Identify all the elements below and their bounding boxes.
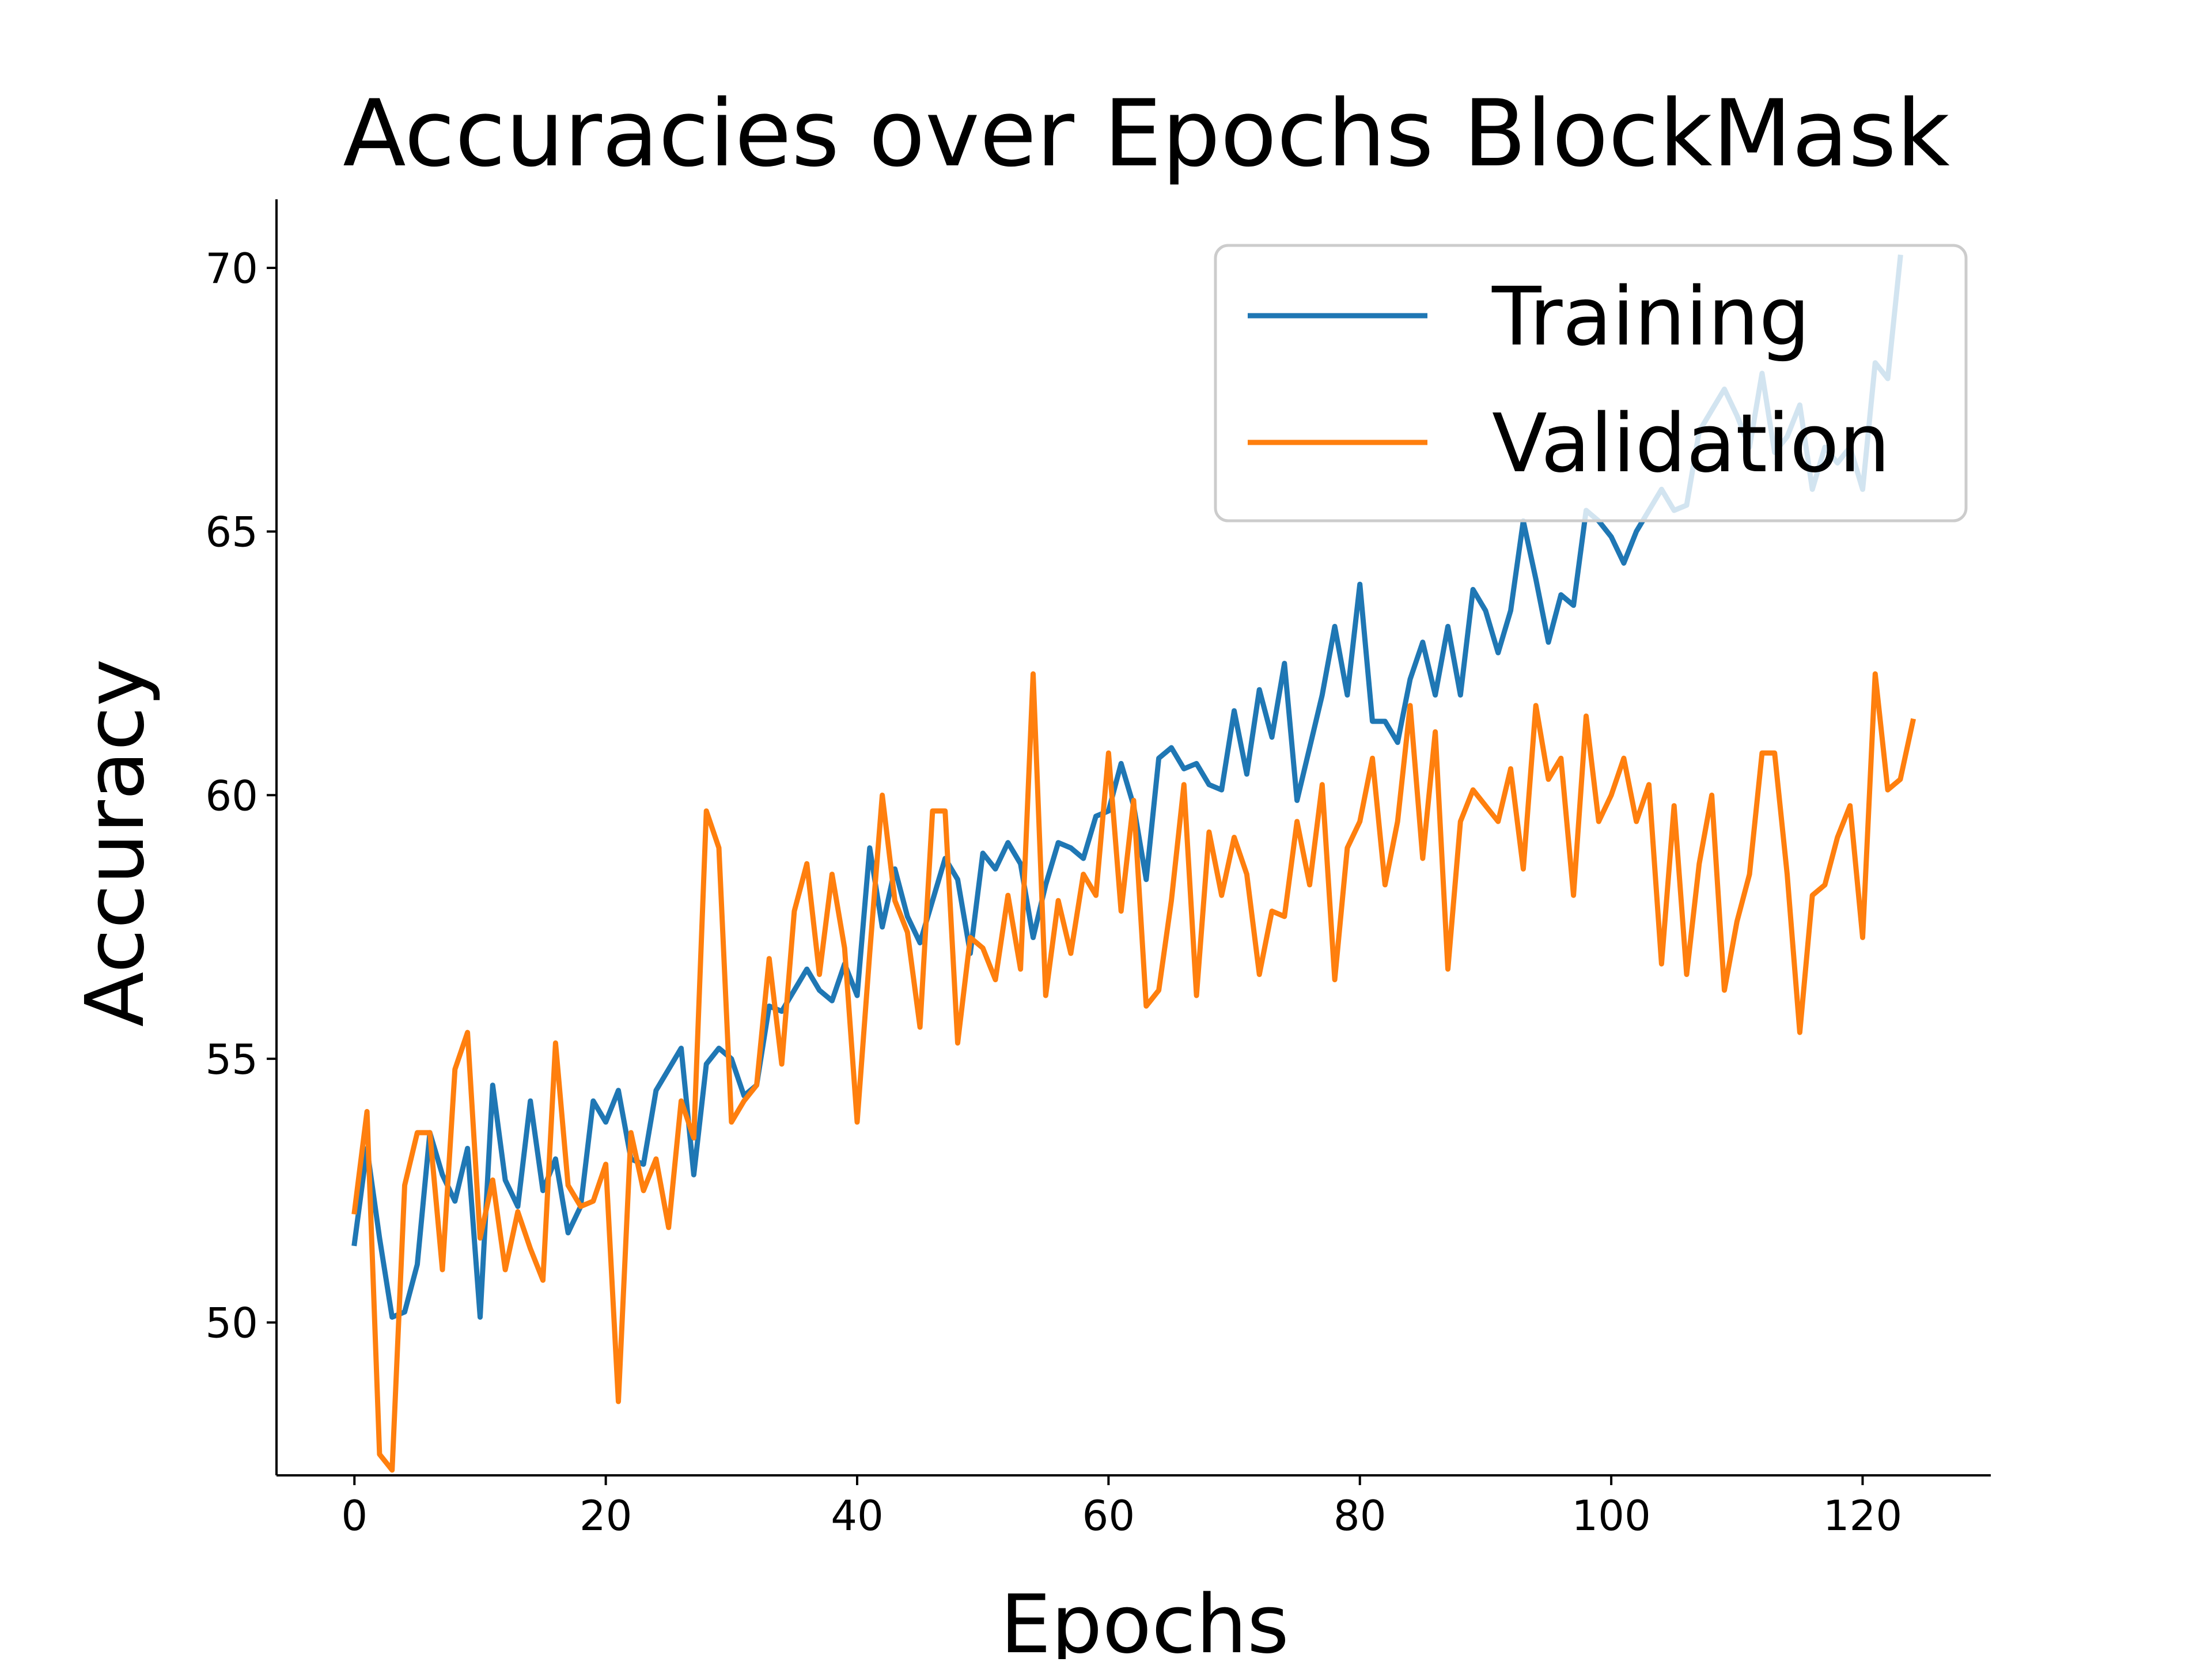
- x-tick-label: 120: [1823, 1491, 1902, 1540]
- y-axis-label: Accuracy: [69, 658, 162, 1027]
- x-axis-label: Epochs: [1000, 1578, 1289, 1659]
- y-tick-label: 55: [205, 1035, 258, 1084]
- x-tick-label: 40: [831, 1491, 884, 1540]
- legend-label-validation: Validation: [1492, 397, 1890, 491]
- axes: 0 20 40 60 80 100 120 50 55 60 65 70: [205, 199, 1991, 1540]
- series-line-validation: [351, 671, 1916, 1473]
- x-tick-label: 0: [341, 1491, 368, 1540]
- x-tick-label: 60: [1082, 1491, 1135, 1540]
- chart-title: Accuracies over Epochs BlockMask: [343, 79, 1950, 187]
- y-tick-label: 65: [205, 508, 258, 556]
- y-tick-label: 60: [205, 771, 258, 820]
- y-tick-label: 70: [205, 244, 258, 293]
- x-tick-label: 80: [1334, 1491, 1387, 1540]
- y-tick-label: 50: [205, 1299, 258, 1347]
- legend: Training Validation: [1214, 244, 1968, 523]
- x-tick-label: 100: [1571, 1491, 1650, 1540]
- legend-label-training: Training: [1491, 270, 1810, 364]
- x-tick-label: 20: [579, 1491, 632, 1540]
